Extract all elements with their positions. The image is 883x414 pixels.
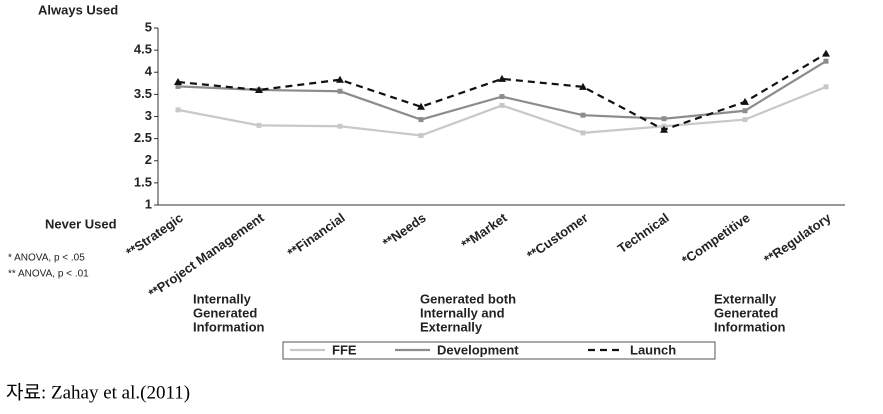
legend-box: [282, 341, 716, 360]
marker: [175, 83, 181, 89]
x-tick-label: **Customer: [524, 210, 591, 263]
y-tick-label: 4: [145, 64, 153, 79]
source: 자료: Zahay et al.(2011): [6, 381, 190, 403]
marker: [579, 82, 587, 90]
y-tick-label: 4.5: [134, 42, 152, 57]
marker: [498, 74, 506, 82]
group-label: Generated both: [420, 291, 516, 306]
series-line: [177, 60, 827, 121]
y-tick-label: 1: [145, 196, 152, 211]
note: * ANOVA, p < .05: [8, 253, 85, 264]
series-line: [177, 52, 827, 131]
marker: [418, 133, 424, 139]
marker: [174, 77, 182, 85]
group-label: Internally: [193, 291, 252, 306]
x-tick-label: *Competitive: [679, 210, 753, 268]
y-tick-label: 2.5: [134, 130, 152, 145]
marker: [580, 112, 586, 118]
group-label: Externally: [420, 319, 483, 334]
marker: [499, 102, 505, 108]
y-tick-label: 3.5: [134, 86, 152, 101]
marker: [661, 116, 667, 122]
marker: [823, 84, 829, 90]
group-label: Generated: [714, 305, 778, 320]
y-tick-label: 1.5: [134, 174, 152, 189]
y-tick-label: 5: [145, 19, 152, 34]
legend-label: Launch: [630, 342, 676, 357]
group-label: Information: [714, 319, 786, 334]
group-label: Generated: [193, 305, 257, 320]
x-tick-label: **Needs: [380, 210, 429, 250]
group-label: Information: [193, 319, 265, 334]
marker: [418, 117, 424, 123]
y-tick-label: 3: [145, 108, 152, 123]
y-tick-label: 2: [145, 152, 152, 167]
marker: [742, 108, 748, 114]
marker: [255, 85, 263, 93]
legend-label: FFE: [332, 342, 357, 357]
marker: [741, 97, 749, 105]
x-tick-label: **Market: [458, 210, 510, 253]
marker: [822, 49, 830, 57]
y-bottom-label: Never Used: [45, 216, 117, 231]
legend-label: Development: [437, 342, 519, 357]
note: ** ANOVA, p < .01: [8, 269, 89, 280]
x-tick-label: **Financial: [285, 210, 348, 260]
marker: [336, 75, 344, 83]
y-top-label: Always Used: [38, 2, 118, 17]
marker: [256, 122, 262, 128]
marker: [499, 94, 505, 100]
group-label: Externally: [714, 291, 777, 306]
x-tick-label: **Regulatory: [761, 210, 834, 267]
marker: [337, 123, 343, 129]
marker: [742, 117, 748, 123]
x-tick-label: Technical: [615, 210, 672, 256]
marker: [660, 125, 668, 133]
marker: [175, 107, 181, 113]
group-label: Internally and: [420, 305, 505, 320]
marker: [337, 88, 343, 94]
marker: [823, 58, 829, 64]
marker: [580, 130, 586, 136]
marker: [417, 102, 425, 110]
x-tick-label: **Strategic: [123, 210, 185, 260]
